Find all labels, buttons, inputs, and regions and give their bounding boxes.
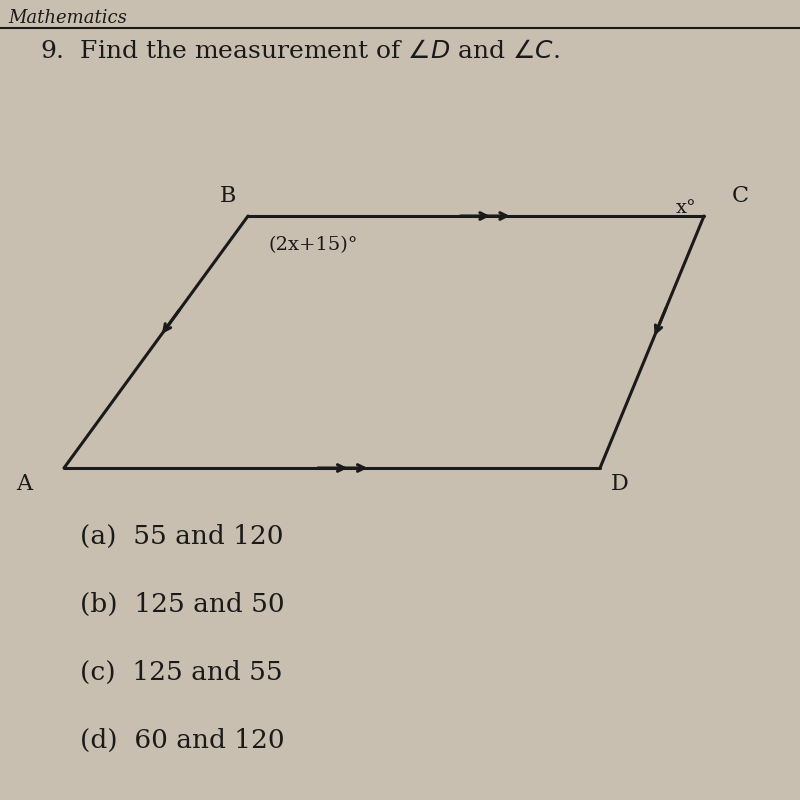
Text: (b)  125 and 50: (b) 125 and 50 — [80, 591, 285, 617]
Text: (2x+15)°: (2x+15)° — [268, 236, 358, 254]
Text: (c)  125 and 55: (c) 125 and 55 — [80, 659, 282, 685]
Text: (d)  60 and 120: (d) 60 and 120 — [80, 727, 285, 753]
Text: 9.  Find the measurement of $\angle D$ and $\angle C$.: 9. Find the measurement of $\angle D$ an… — [40, 41, 560, 63]
Text: (a)  55 and 120: (a) 55 and 120 — [80, 523, 283, 549]
Text: x°: x° — [676, 199, 697, 217]
Text: C: C — [732, 185, 749, 207]
Text: B: B — [220, 185, 236, 207]
Text: Mathematics: Mathematics — [8, 9, 127, 26]
Text: A: A — [16, 473, 32, 495]
Text: D: D — [611, 473, 629, 495]
